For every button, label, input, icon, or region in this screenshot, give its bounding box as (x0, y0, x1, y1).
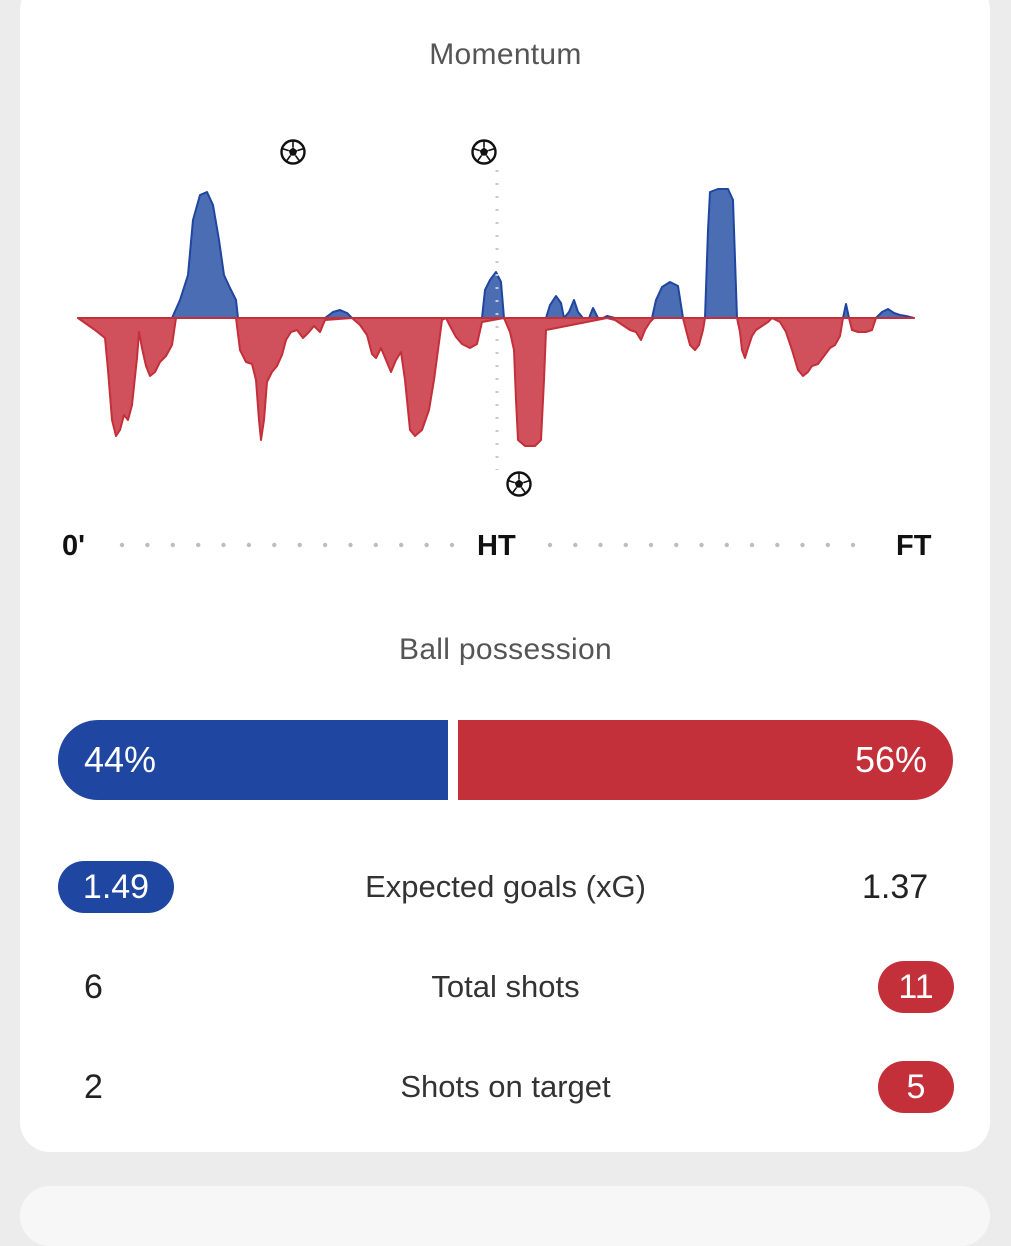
timeline-dot (449, 542, 455, 548)
momentum-title: Momentum (429, 38, 582, 71)
timeline-dot (850, 542, 856, 548)
total-shots-home-value: 6 (84, 968, 103, 1006)
timeline-dot (775, 542, 780, 548)
timeline-dot (547, 542, 553, 548)
xg-home-value: 1.49 (58, 861, 174, 913)
axis-halftime-label: HT (477, 530, 516, 562)
home-momentum-area (77, 188, 915, 319)
stats-card (20, 0, 990, 1152)
timeline-dot (145, 542, 150, 548)
timeline-dot (399, 542, 404, 548)
timeline-dot (699, 542, 704, 548)
timeline-dots (119, 542, 856, 548)
soccer-ball-icon (506, 471, 532, 497)
total-shots-label: Total shots (431, 969, 580, 1004)
total-shots-away-value: 11 (878, 961, 954, 1013)
timeline-dot (598, 542, 603, 548)
stat-row-shots-on-target: 2 Shots on target 5 (0, 1055, 1011, 1119)
timeline-dot (424, 542, 429, 548)
stat-row-xg: 1.49 Expected goals (xG) 1.37 (0, 855, 1011, 919)
timeline-dot (825, 542, 830, 548)
xg-label: Expected goals (xG) (365, 869, 646, 904)
timeline-dot (246, 542, 252, 548)
timeline-dot (648, 542, 654, 548)
timeline-dot (119, 542, 125, 548)
timeline-dot (348, 542, 353, 548)
possession-home-bar: 44% (58, 720, 448, 800)
timeline-dot (573, 542, 578, 548)
timeline-dot (322, 542, 328, 548)
possession-away-bar: 56% (458, 720, 953, 800)
axis-fulltime-label: FT (896, 530, 932, 562)
timeline-dot (623, 542, 628, 548)
next-card (20, 1186, 990, 1246)
xg-away-value: 1.37 (862, 868, 929, 906)
shots-on-target-home-value: 2 (84, 1068, 103, 1106)
axis-start-label: 0' (62, 530, 86, 562)
timeline-dot (800, 542, 805, 548)
possession-home-value: 44% (84, 739, 157, 780)
momentum-chart (77, 139, 915, 497)
soccer-ball-icon (280, 139, 306, 165)
timeline-dot (196, 542, 201, 548)
timeline-dot (272, 542, 277, 548)
timeline-dot (221, 542, 226, 548)
possession-title: Ball possession (399, 633, 612, 666)
possession-away-value: 56% (854, 739, 927, 780)
stat-row-total-shots: 6 Total shots 11 (0, 955, 1011, 1019)
shots-on-target-label: Shots on target (400, 1069, 611, 1104)
shots-on-target-away-value: 5 (878, 1061, 954, 1113)
timeline-dot (297, 542, 302, 548)
timeline-dot (170, 542, 175, 548)
away-momentum-area (77, 317, 915, 447)
timeline-dot (373, 542, 378, 548)
soccer-ball-icon (471, 139, 497, 165)
timeline-dot (724, 542, 729, 548)
timeline-dot (749, 542, 755, 548)
timeline-dot (674, 542, 679, 548)
